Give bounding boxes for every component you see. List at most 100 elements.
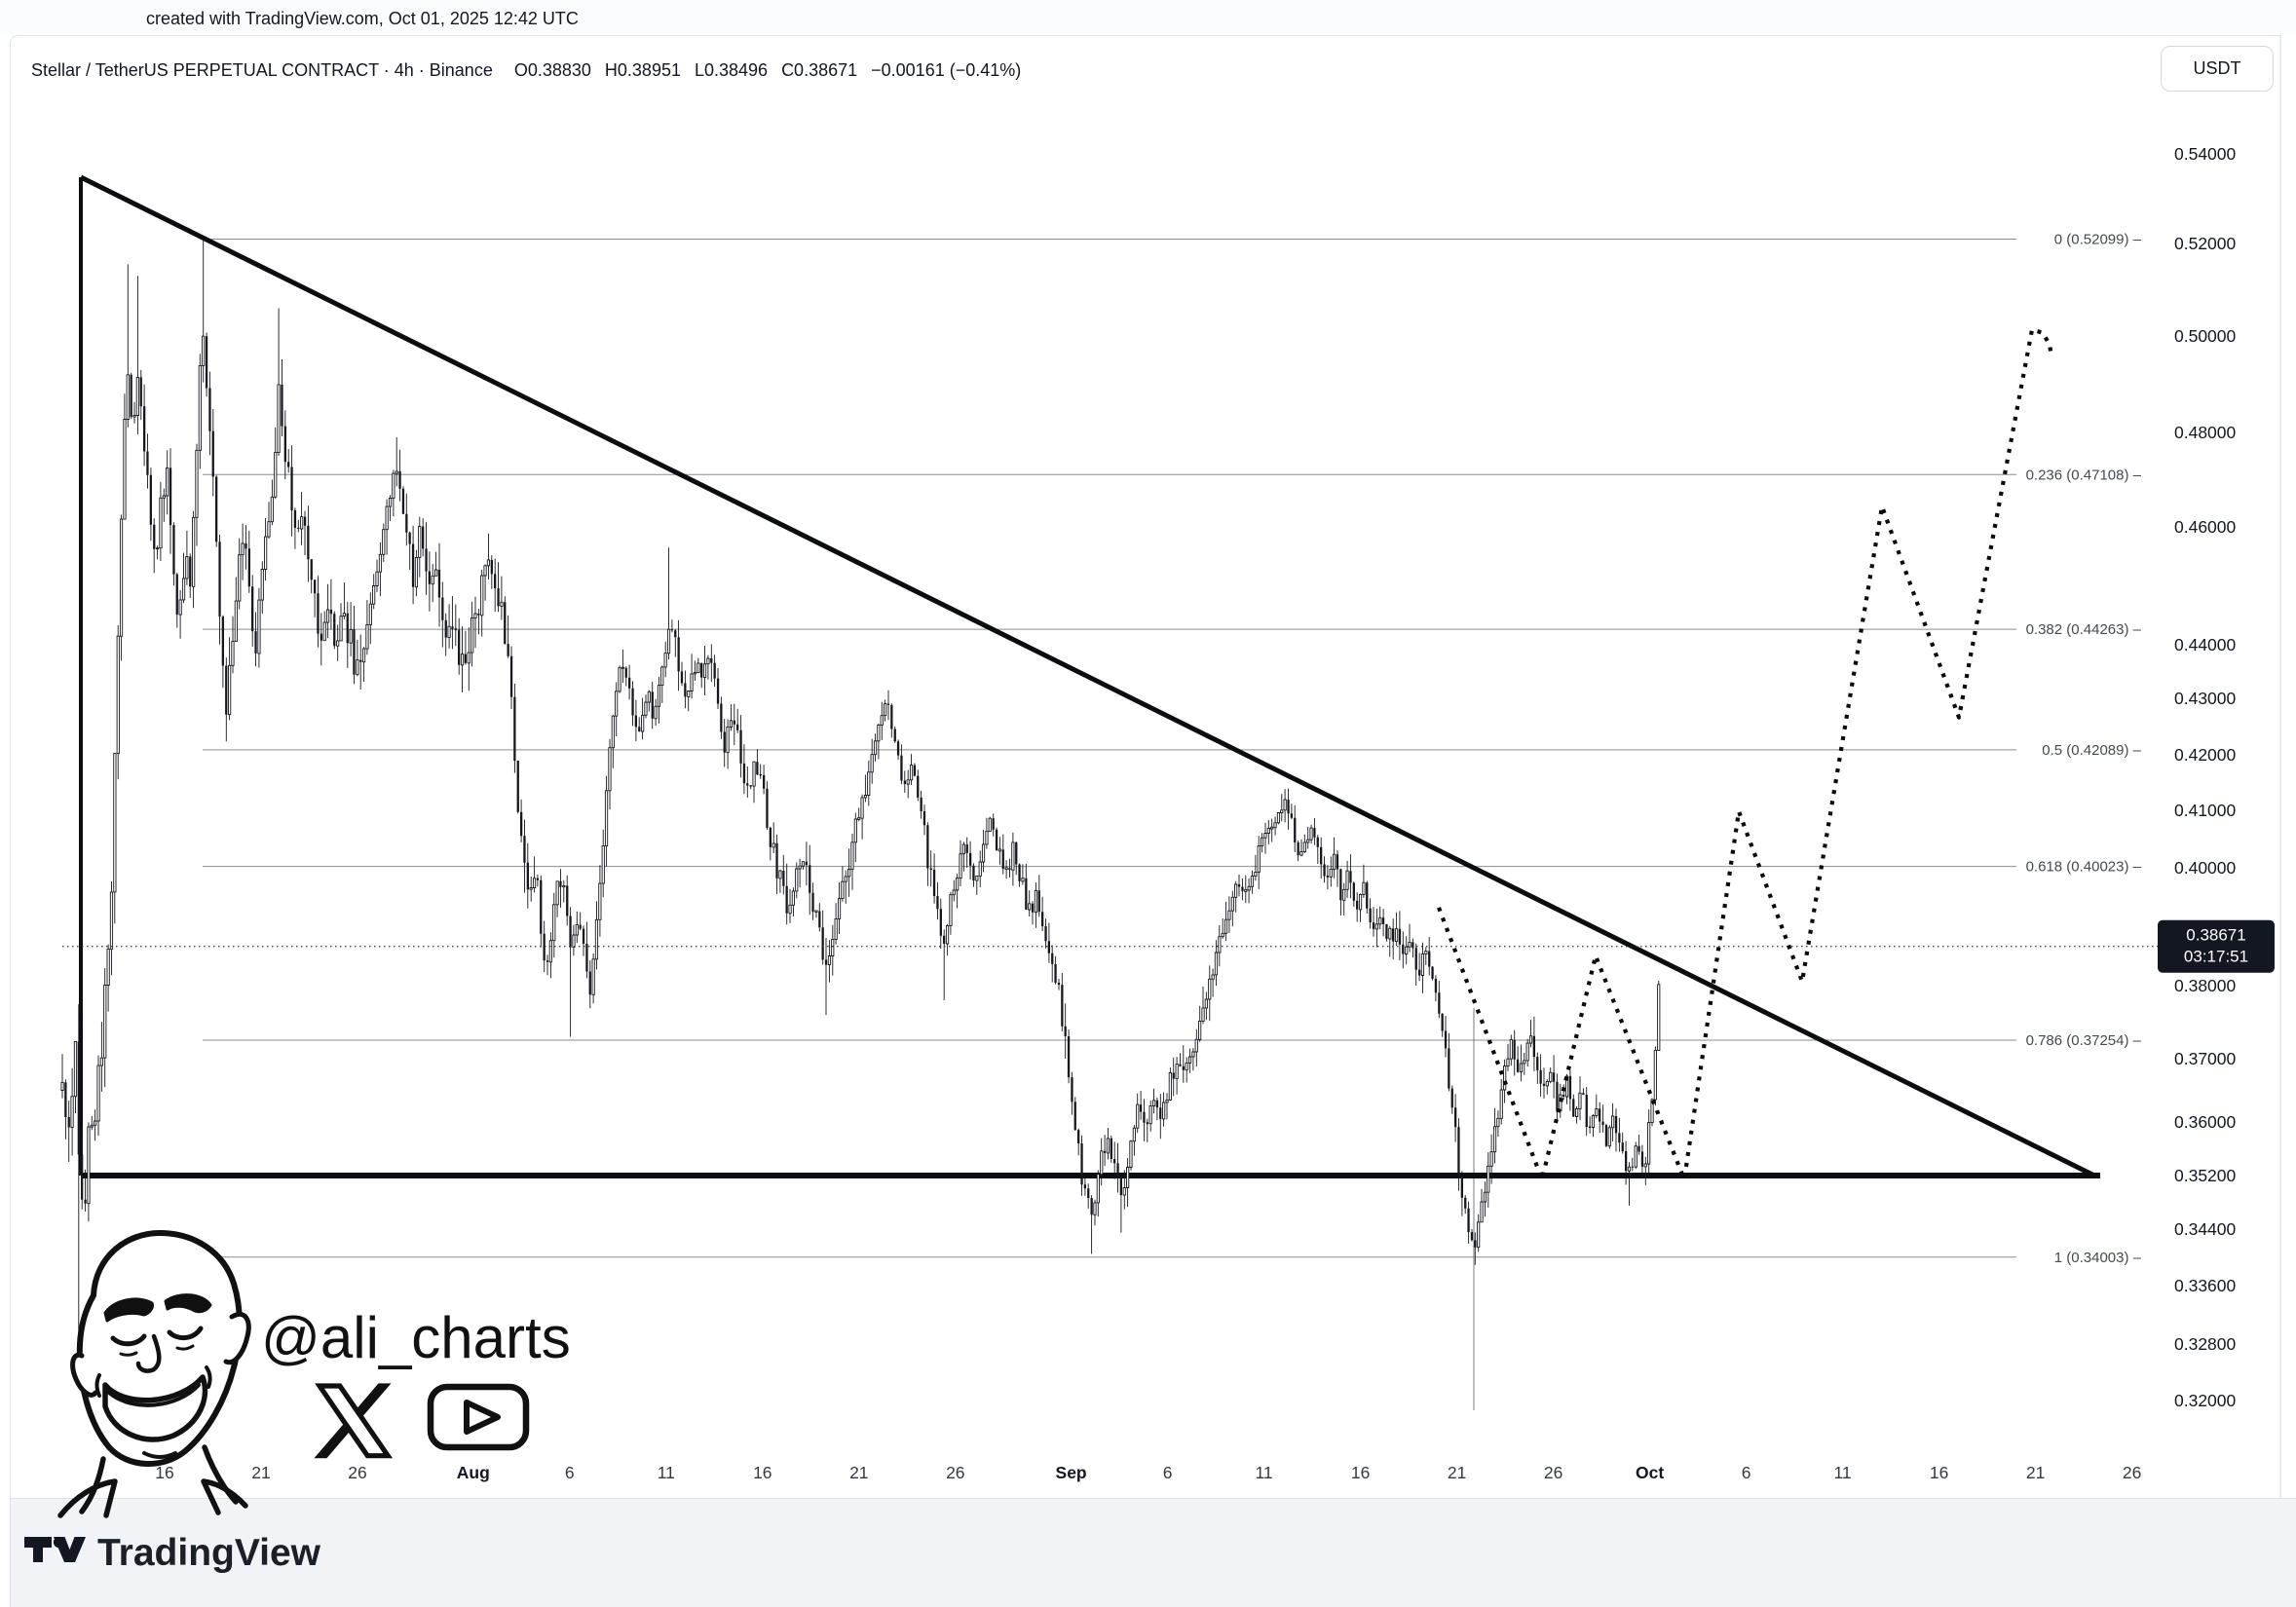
created-with-bar: created with TradingView.com, Oct 01, 20… xyxy=(0,0,2296,35)
price-axis-label[interactable]: 0.54000 xyxy=(2174,144,2237,164)
price-axis-label[interactable]: 0.36000 xyxy=(2174,1112,2237,1132)
face-collar-right xyxy=(201,1478,248,1515)
play-button-icon xyxy=(427,1383,530,1451)
time-axis-label[interactable]: Oct xyxy=(1636,1463,1664,1482)
face-brow-left xyxy=(103,1297,154,1323)
price-axis-label[interactable]: 0.43000 xyxy=(2174,689,2237,708)
time-axis-label[interactable]: 26 xyxy=(946,1463,964,1482)
price-axis-label[interactable]: 0.46000 xyxy=(2174,517,2237,537)
fib-level-label: 0.618 (0.40023) – xyxy=(2026,859,2142,876)
projection-zigzag xyxy=(1437,327,2054,1182)
face-ear-left xyxy=(70,1352,98,1398)
face-crease-right xyxy=(205,1365,212,1389)
face-crease-left xyxy=(94,1373,101,1398)
face-eye-left xyxy=(110,1333,147,1347)
chart-panel xyxy=(10,35,2281,1607)
candlestick-series xyxy=(60,239,1661,1355)
face-eyefold-left xyxy=(119,1351,138,1357)
time-axis-label[interactable]: 11 xyxy=(658,1463,675,1482)
time-axis-label[interactable]: 16 xyxy=(155,1463,173,1482)
tradingview-logo[interactable]: TradingView xyxy=(24,1532,321,1574)
time-axis-label[interactable]: 6 xyxy=(1742,1463,1751,1482)
face-ear-right xyxy=(223,1312,251,1365)
created-with-text: created with TradingView.com, Oct 01, 20… xyxy=(146,9,579,28)
face-nose xyxy=(135,1333,162,1373)
bar-countdown: 03:17:51 xyxy=(2184,948,2248,966)
fib-retracement[interactable]: 0 (0.52099) – 0.236 (0.47108) – 0.382 (0.4… xyxy=(203,231,2142,1410)
up-candle-bodies xyxy=(60,335,1661,1249)
candle-wicks xyxy=(61,239,1660,1355)
face-chin xyxy=(142,1451,177,1459)
last-price-value: 0.38671 xyxy=(2186,926,2245,945)
descending-triangle-drawing[interactable] xyxy=(79,174,2100,1179)
watermark-face-drawing xyxy=(57,1230,251,1518)
time-axis-label[interactable]: 16 xyxy=(753,1463,772,1482)
face-eye-right xyxy=(167,1326,204,1340)
fib-level-label: 0.5 (0.42089) – xyxy=(2042,742,2141,759)
fib-level-label: 0.236 (0.47108) – xyxy=(2026,467,2142,483)
price-axis-label[interactable]: 0.48000 xyxy=(2174,423,2237,442)
time-axis-label[interactable]: 21 xyxy=(849,1463,868,1482)
time-axis-label[interactable]: 16 xyxy=(1930,1463,1948,1482)
time-axis-label[interactable]: 6 xyxy=(565,1463,575,1482)
tradingview-mark xyxy=(24,1537,52,1562)
price-axis-label[interactable]: 0.37000 xyxy=(2174,1049,2237,1068)
time-axis-label[interactable]: 26 xyxy=(1544,1463,1562,1482)
time-axis-label[interactable]: 26 xyxy=(348,1463,366,1482)
currency-toggle-button[interactable]: USDT xyxy=(2161,46,2274,92)
face-smile xyxy=(102,1374,208,1442)
face-teeth-line xyxy=(107,1383,201,1407)
price-axis[interactable]: 0.54000 0.52000 0.50000 0.48000 0.46000 0.440… xyxy=(2174,35,2281,1498)
fib-level-label: 1 (0.34003) – xyxy=(2054,1250,2142,1266)
price-axis-label[interactable]: 0.38000 xyxy=(2174,976,2237,995)
price-axis-label[interactable]: 0.41000 xyxy=(2174,801,2237,820)
price-axis-label[interactable]: 0.32000 xyxy=(2174,1391,2237,1410)
time-axis[interactable]: 16 21 26 Aug 6 11 16 21 26 Sep 6 11 16 21 26 Oct 6 11 16 21… xyxy=(155,1463,2141,1482)
last-price-badge: 0.38671 03:17:51 xyxy=(2158,919,2275,973)
down-candle-bodies xyxy=(64,336,1644,1248)
x-logo-icon xyxy=(314,1383,394,1459)
ohlc-close: C0.38671 xyxy=(781,60,858,80)
tradingview-wordmark: TradingView xyxy=(97,1532,321,1574)
time-axis-label[interactable]: 21 xyxy=(2026,1463,2045,1482)
ohlc-open: O0.38830 xyxy=(513,60,591,80)
price-axis-label[interactable]: 0.33600 xyxy=(2174,1276,2237,1295)
time-axis-label[interactable]: 26 xyxy=(2123,1463,2141,1482)
time-axis-label[interactable]: Sep xyxy=(1056,1463,1087,1482)
triangle-resistance-trendline xyxy=(79,174,2098,1179)
time-axis-label[interactable]: 21 xyxy=(251,1463,270,1482)
time-axis-label[interactable]: 16 xyxy=(1351,1463,1370,1482)
tradingview-mark-v xyxy=(54,1537,86,1562)
fib-level-label: 0.382 (0.44263) – xyxy=(2026,621,2142,638)
price-axis-label[interactable]: 0.44000 xyxy=(2174,635,2237,654)
face-collar-left xyxy=(57,1478,118,1518)
time-axis-label[interactable]: 11 xyxy=(1834,1463,1852,1482)
symbol-title[interactable]: Stellar / TetherUS PERPETUAL CONTRACT · … xyxy=(31,60,493,80)
time-axis-label[interactable]: Aug xyxy=(457,1463,490,1482)
footer-strip xyxy=(11,1498,2296,1607)
ohlc-high: H0.38951 xyxy=(604,60,681,80)
last-price-badge-bg xyxy=(2158,919,2275,973)
price-axis-label[interactable]: 0.42000 xyxy=(2174,745,2237,765)
face-brow-right xyxy=(164,1293,212,1314)
time-axis-label[interactable]: 11 xyxy=(1256,1463,1273,1482)
price-axis-label[interactable]: 0.52000 xyxy=(2174,234,2237,253)
price-axis-label[interactable]: 0.32800 xyxy=(2174,1334,2237,1354)
fib-level-label: 0 (0.52099) – xyxy=(2054,231,2142,247)
projection-dotted-path[interactable] xyxy=(1437,327,2054,1182)
watermark-handle: @ali_charts xyxy=(261,1305,571,1370)
fib-level-label: 0.786 (0.37254) – xyxy=(2026,1032,2142,1049)
time-axis-label[interactable]: 21 xyxy=(1448,1463,1466,1482)
face-neck-right xyxy=(202,1444,239,1505)
symbol-header[interactable]: Stellar / TetherUS PERPETUAL CONTRACT · … xyxy=(31,60,1021,81)
ohlc-low: L0.38496 xyxy=(694,60,769,80)
ohlc-change: −0.00161 (−0.41%) xyxy=(871,60,1022,80)
price-axis-label[interactable]: 0.50000 xyxy=(2174,326,2237,346)
price-axis-label[interactable]: 0.34400 xyxy=(2174,1219,2237,1239)
price-axis-label[interactable]: 0.40000 xyxy=(2174,858,2237,878)
face-eyefold-right xyxy=(175,1344,195,1351)
price-axis-label[interactable]: 0.35200 xyxy=(2174,1166,2237,1185)
time-axis-label[interactable]: 6 xyxy=(1163,1463,1173,1482)
